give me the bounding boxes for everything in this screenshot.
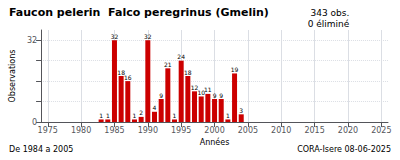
svg-text:10: 10 xyxy=(197,88,205,96)
svg-text:2000: 2000 xyxy=(204,126,224,135)
svg-text:Observations: Observations xyxy=(8,50,17,103)
svg-text:0 éliminé: 0 éliminé xyxy=(308,19,350,29)
svg-text:1: 1 xyxy=(226,112,230,119)
svg-text:32: 32 xyxy=(111,33,119,40)
svg-text:Années: Années xyxy=(200,137,230,147)
svg-text:1: 1 xyxy=(173,112,177,119)
svg-text:1980: 1980 xyxy=(71,126,91,135)
svg-text:CORA-Isere 08-06-2025: CORA-Isere 08-06-2025 xyxy=(297,145,391,154)
svg-text:16: 16 xyxy=(124,74,132,81)
svg-text:2015: 2015 xyxy=(304,126,324,135)
svg-text:343 obs.: 343 obs. xyxy=(311,8,350,18)
svg-text:11: 11 xyxy=(204,86,212,93)
svg-text:32: 32 xyxy=(144,33,152,40)
svg-text:3: 3 xyxy=(239,107,243,114)
svg-text:1: 1 xyxy=(99,112,103,119)
svg-text:Faucon pelerin Falco peregrin: Faucon pelerin Falco peregrinus (Gmelin) xyxy=(9,6,269,19)
svg-text:1995: 1995 xyxy=(171,126,191,135)
svg-text:9: 9 xyxy=(213,92,217,99)
svg-text:1990: 1990 xyxy=(138,126,158,135)
svg-text:2: 2 xyxy=(139,109,143,116)
svg-text:12: 12 xyxy=(190,83,199,91)
svg-text:2005: 2005 xyxy=(238,126,258,135)
svg-text:24: 24 xyxy=(177,53,185,60)
svg-text:2025: 2025 xyxy=(371,126,391,135)
svg-text:19: 19 xyxy=(231,66,239,73)
svg-text:9: 9 xyxy=(159,92,163,99)
svg-text:9: 9 xyxy=(219,92,223,99)
svg-text:21: 21 xyxy=(164,61,172,68)
svg-text:18: 18 xyxy=(184,69,192,76)
svg-text:1975: 1975 xyxy=(38,126,58,135)
svg-text:De 1984 a 2005: De 1984 a 2005 xyxy=(9,145,73,154)
svg-text:2020: 2020 xyxy=(338,126,358,135)
svg-text:1: 1 xyxy=(133,112,137,119)
svg-text:2010: 2010 xyxy=(271,126,291,135)
svg-text:18: 18 xyxy=(117,68,125,76)
svg-text:32: 32 xyxy=(27,36,37,45)
svg-text:1: 1 xyxy=(106,112,110,119)
svg-text:4: 4 xyxy=(153,104,157,111)
svg-text:1985: 1985 xyxy=(104,126,124,135)
svg-text:0: 0 xyxy=(32,118,37,127)
